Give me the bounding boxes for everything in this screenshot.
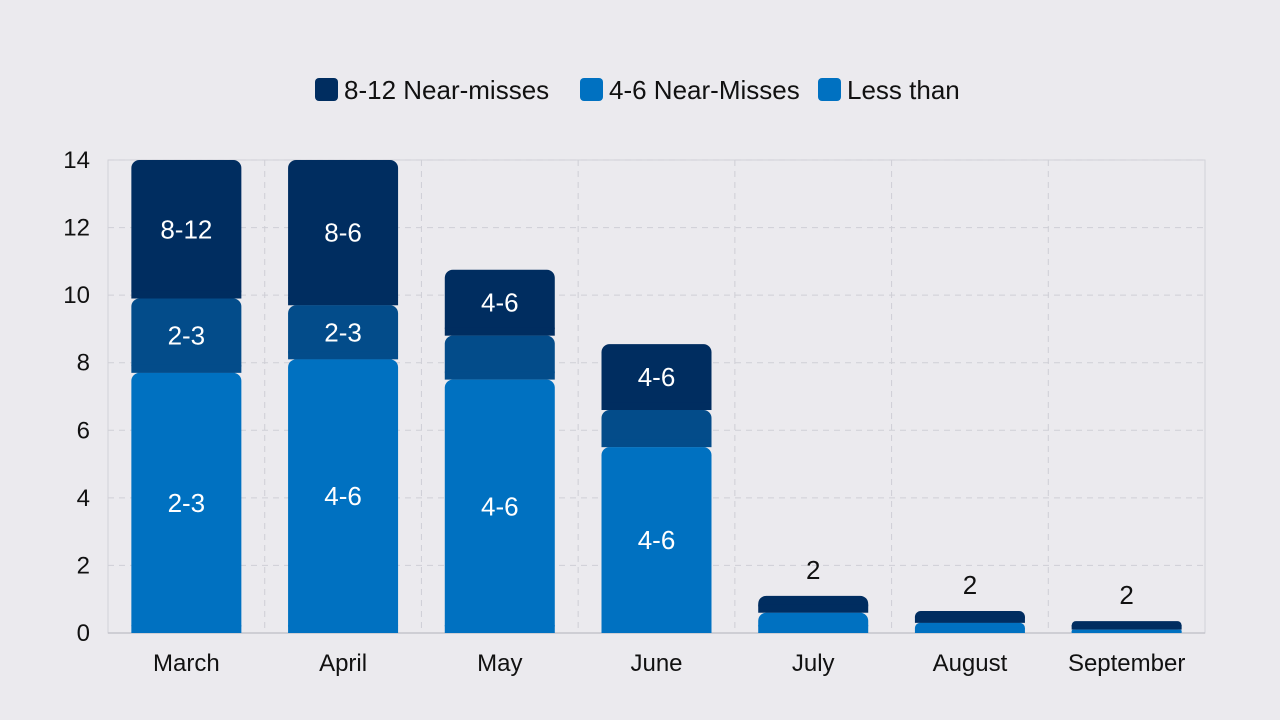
y-tick-label: 4 — [77, 485, 90, 512]
bar-segment-base — [288, 625, 399, 633]
data-label: 2-3 — [168, 488, 206, 518]
bar-segment-base — [444, 327, 555, 336]
legend-item: 4-6 Near-Misses — [580, 75, 800, 105]
x-tick-label: April — [319, 650, 367, 677]
bars: 2-3 2-3 8-12 4-6 2-3 8-6 4-6 4-6 4-6 4-6 2 2 2 — [131, 160, 1182, 633]
legend-swatch — [315, 78, 338, 101]
bar-segment-base — [444, 625, 555, 633]
bar-total-label: 2 — [963, 570, 977, 600]
bar-segment-base — [288, 297, 399, 306]
bar-stack-september: 2 — [1071, 580, 1182, 633]
bar-segment — [288, 160, 399, 306]
legend-item: 8-12 Near-misses — [315, 75, 549, 105]
data-label: 2-3 — [168, 321, 206, 351]
bar-segment — [131, 160, 242, 299]
x-tick-label: September — [1068, 650, 1185, 677]
legend: 8-12 Near-misses 4-6 Near-Misses Less than — [315, 75, 960, 105]
y-tick-label: 14 — [63, 147, 90, 174]
bar-segment-base — [444, 371, 555, 380]
data-label: 2-3 — [324, 317, 362, 347]
bar-segment-base — [758, 625, 869, 633]
data-label: 4-6 — [638, 525, 676, 555]
bar-segment-base — [1071, 625, 1182, 630]
bar-segment-base — [131, 290, 242, 299]
legend-swatch — [580, 78, 603, 101]
bar-segment-base — [1071, 631, 1182, 633]
bar-segment-base — [131, 625, 242, 633]
bar-segment-base — [914, 627, 1025, 633]
data-label: 8-6 — [324, 218, 362, 248]
bar-segment — [444, 269, 555, 336]
bar-stack-april: 4-6 2-3 8-6 — [288, 160, 399, 633]
y-tick-label: 12 — [63, 215, 90, 242]
y-tick-label: 2 — [77, 552, 90, 579]
bar-segment — [444, 335, 555, 380]
bar-segment-base — [914, 616, 1025, 623]
bar-total-label: 2 — [806, 555, 820, 585]
data-label: 4-6 — [324, 481, 362, 511]
bar-stack-august: 2 — [914, 570, 1025, 633]
bar-stack-june: 4-6 4-6 — [601, 344, 712, 633]
data-label: 4-6 — [638, 362, 676, 392]
bar-segment — [601, 447, 712, 633]
legend-label: 8-12 Near-misses — [344, 75, 549, 105]
bar-stack-july: 2 — [758, 555, 869, 633]
data-label: 4-6 — [481, 491, 519, 521]
bar-segment-base — [131, 364, 242, 373]
bar-segment-base — [601, 625, 712, 633]
x-tick-label: June — [630, 650, 682, 677]
bar-stack-march: 2-3 2-3 8-12 — [131, 160, 242, 633]
y-tick-label: 8 — [77, 350, 90, 377]
x-axis: March April May June July August September — [153, 650, 1185, 677]
bar-segment — [444, 379, 555, 633]
y-tick-label: 10 — [63, 282, 90, 309]
bar-segment — [601, 410, 712, 448]
y-axis: 0 2 4 6 8 10 12 14 — [63, 147, 1205, 647]
data-label: 4-6 — [481, 288, 519, 318]
x-tick-label: August — [933, 650, 1008, 677]
y-tick-label: 0 — [77, 620, 90, 647]
data-label: 8-12 — [160, 214, 212, 244]
bar-total-label: 2 — [1119, 580, 1133, 610]
bar-segment — [288, 359, 399, 633]
bar-segment-base — [601, 402, 712, 411]
y-tick-label: 6 — [77, 417, 90, 444]
x-tick-label: July — [792, 650, 835, 677]
legend-item: Less than — [818, 75, 960, 105]
bar-segment-base — [758, 604, 869, 613]
bar-segment-base — [288, 351, 399, 360]
legend-swatch — [818, 78, 841, 101]
bar-segment-base — [601, 439, 712, 448]
x-tick-label: May — [477, 650, 522, 677]
x-tick-label: March — [153, 650, 220, 677]
bar-segment — [131, 298, 242, 373]
bar-segment — [288, 305, 399, 360]
bar-segment — [131, 372, 242, 633]
legend-label: Less than — [847, 75, 960, 105]
bar-segment — [601, 344, 712, 411]
bar-stack-may: 4-6 4-6 — [444, 269, 555, 633]
legend-label: 4-6 Near-Misses — [609, 75, 800, 105]
